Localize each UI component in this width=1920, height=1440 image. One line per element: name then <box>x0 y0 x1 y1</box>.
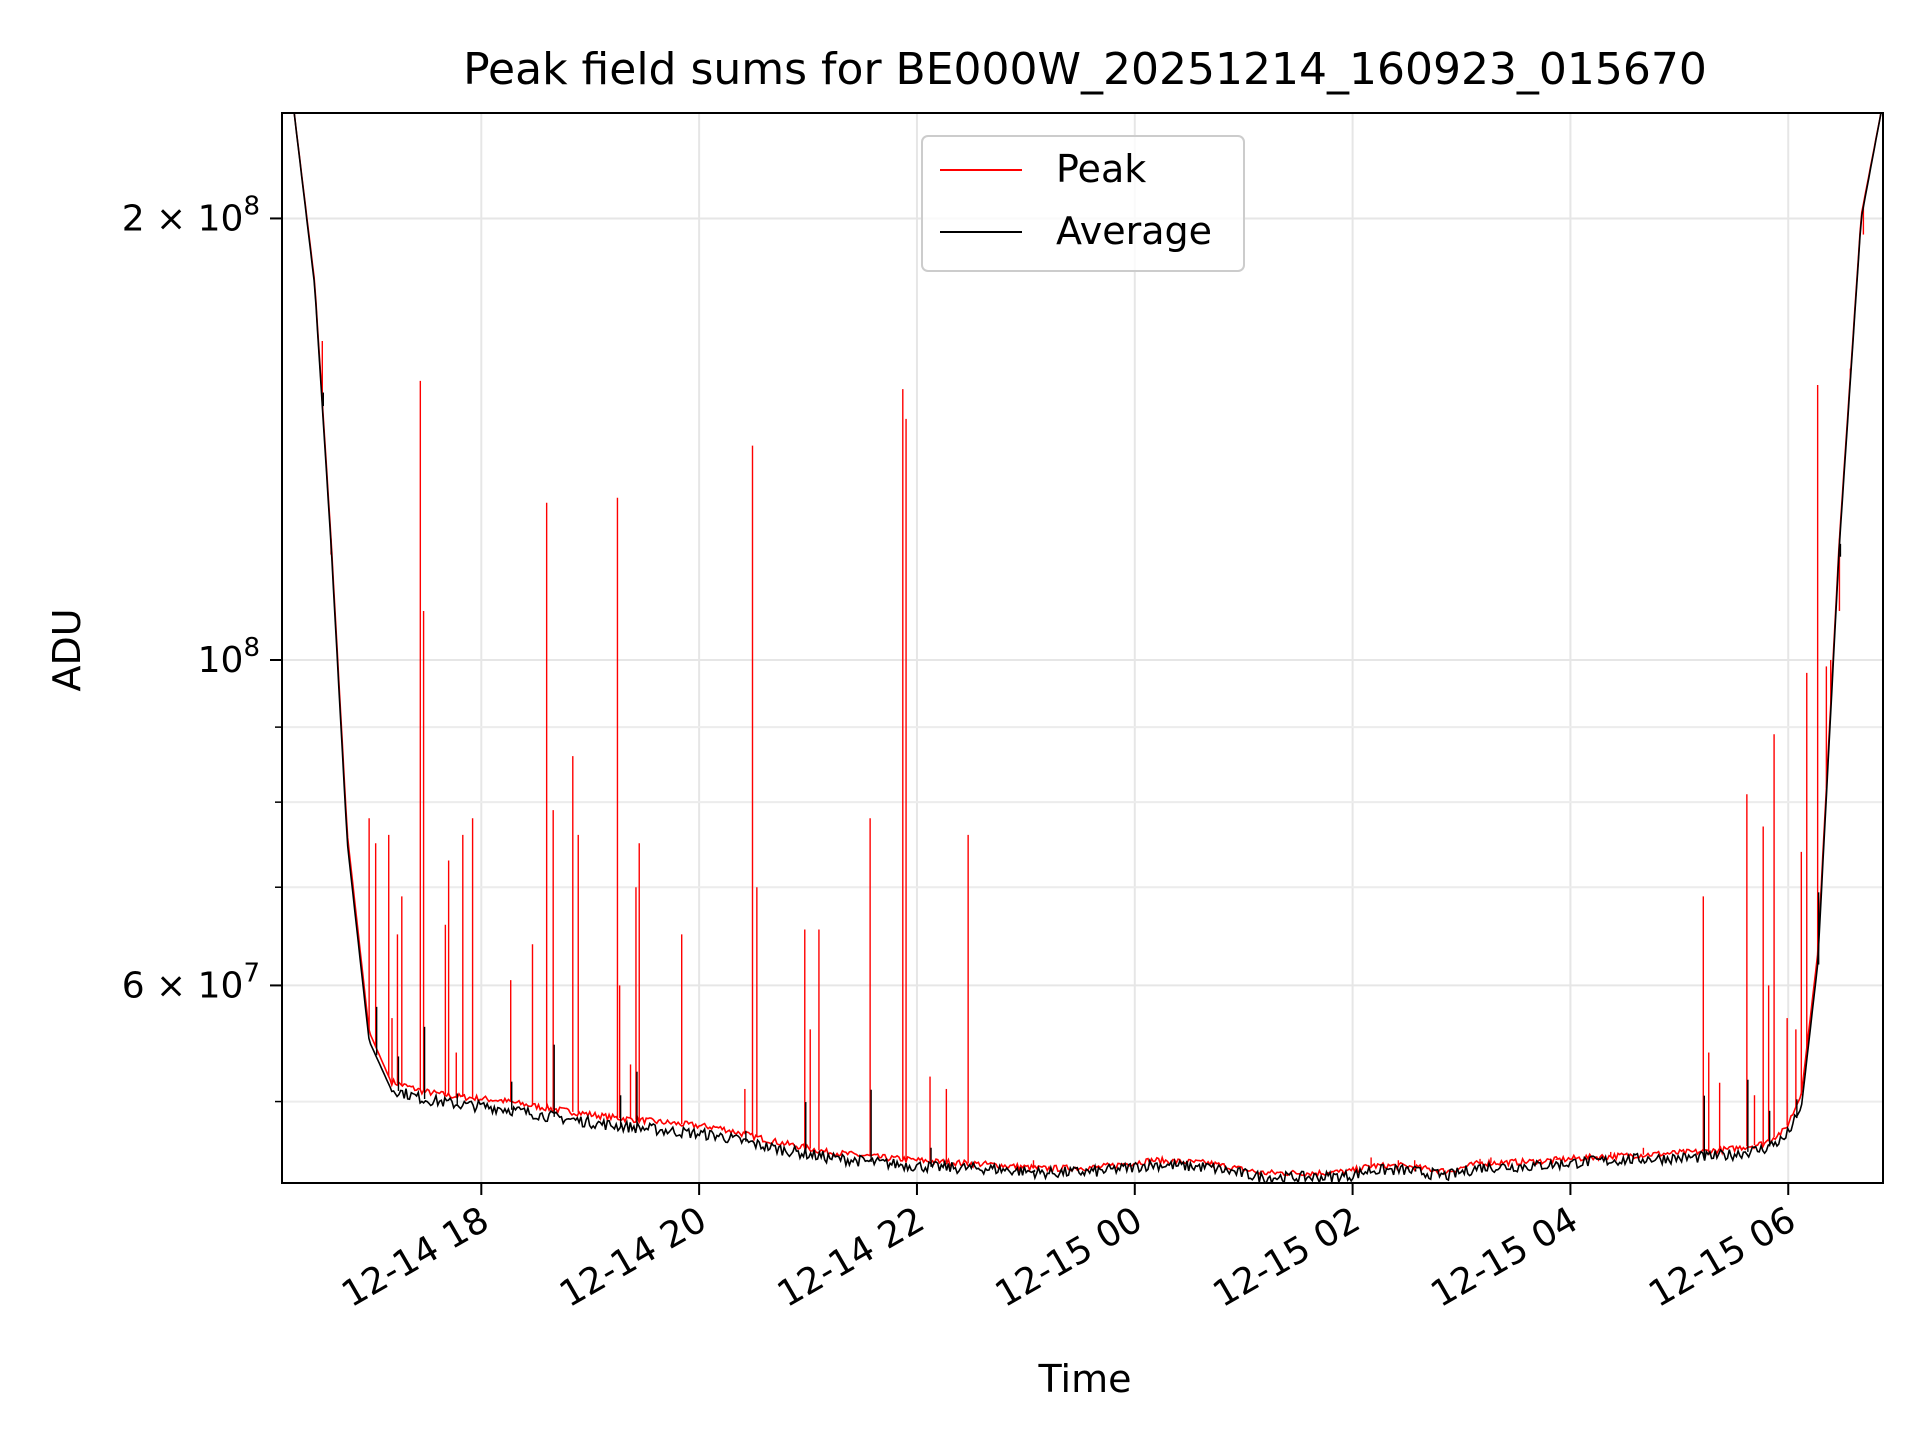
chart-legend: Peak Average <box>921 135 1245 272</box>
legend-label-peak: Peak <box>1056 147 1146 191</box>
y-axis-label: ADU <box>45 608 89 691</box>
y-tick-label: 108 <box>198 633 260 681</box>
plot-frame <box>281 112 1884 1184</box>
grid-layer <box>282 113 1883 1183</box>
legend-label-average: Average <box>1056 209 1212 253</box>
x-axis-label: Time <box>1038 1357 1132 1401</box>
series-line-average <box>293 113 1882 1183</box>
series-layer <box>293 113 1882 1183</box>
y-tick-label: 6 × 107 <box>122 958 260 1006</box>
y-tick-label: 2 × 108 <box>122 191 260 239</box>
chart-title: Peak field sums for BE000W_20251214_1609… <box>463 44 1707 95</box>
